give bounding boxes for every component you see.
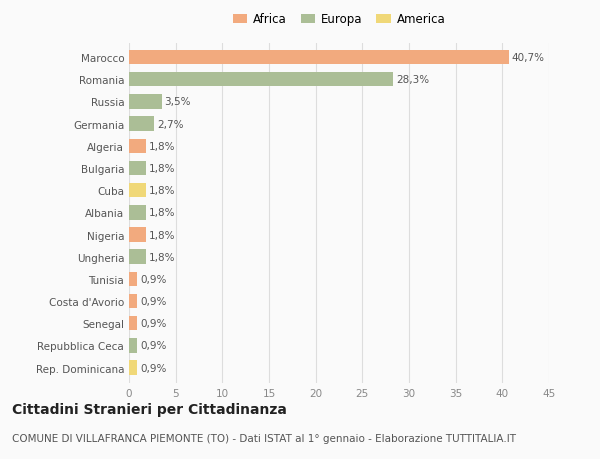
- Text: 1,8%: 1,8%: [149, 141, 175, 151]
- Text: 1,8%: 1,8%: [149, 186, 175, 196]
- Text: 28,3%: 28,3%: [396, 75, 429, 85]
- Text: 3,5%: 3,5%: [164, 97, 191, 107]
- Text: 0,9%: 0,9%: [140, 341, 167, 351]
- Text: 40,7%: 40,7%: [512, 53, 545, 63]
- Text: 1,8%: 1,8%: [149, 252, 175, 262]
- Bar: [129, 140, 146, 154]
- Bar: [129, 294, 137, 308]
- Text: 1,8%: 1,8%: [149, 164, 175, 174]
- Bar: [129, 206, 146, 220]
- Bar: [129, 361, 137, 375]
- Bar: [129, 250, 146, 264]
- Text: 1,8%: 1,8%: [149, 208, 175, 218]
- Text: 0,9%: 0,9%: [140, 297, 167, 306]
- Bar: [129, 117, 154, 132]
- Bar: [129, 51, 509, 65]
- Text: 0,9%: 0,9%: [140, 363, 167, 373]
- Bar: [129, 228, 146, 242]
- Text: 0,9%: 0,9%: [140, 319, 167, 329]
- Bar: [129, 184, 146, 198]
- Bar: [129, 272, 137, 286]
- Text: 0,9%: 0,9%: [140, 274, 167, 284]
- Bar: [129, 338, 137, 353]
- Text: 2,7%: 2,7%: [157, 119, 184, 129]
- Bar: [129, 316, 137, 331]
- Bar: [129, 162, 146, 176]
- Text: COMUNE DI VILLAFRANCA PIEMONTE (TO) - Dati ISTAT al 1° gennaio - Elaborazione TU: COMUNE DI VILLAFRANCA PIEMONTE (TO) - Da…: [12, 433, 516, 442]
- Text: 1,8%: 1,8%: [149, 230, 175, 240]
- Legend: Africa, Europa, America: Africa, Europa, America: [228, 9, 450, 31]
- Bar: [129, 95, 161, 109]
- Text: Cittadini Stranieri per Cittadinanza: Cittadini Stranieri per Cittadinanza: [12, 402, 287, 416]
- Bar: [129, 73, 393, 87]
